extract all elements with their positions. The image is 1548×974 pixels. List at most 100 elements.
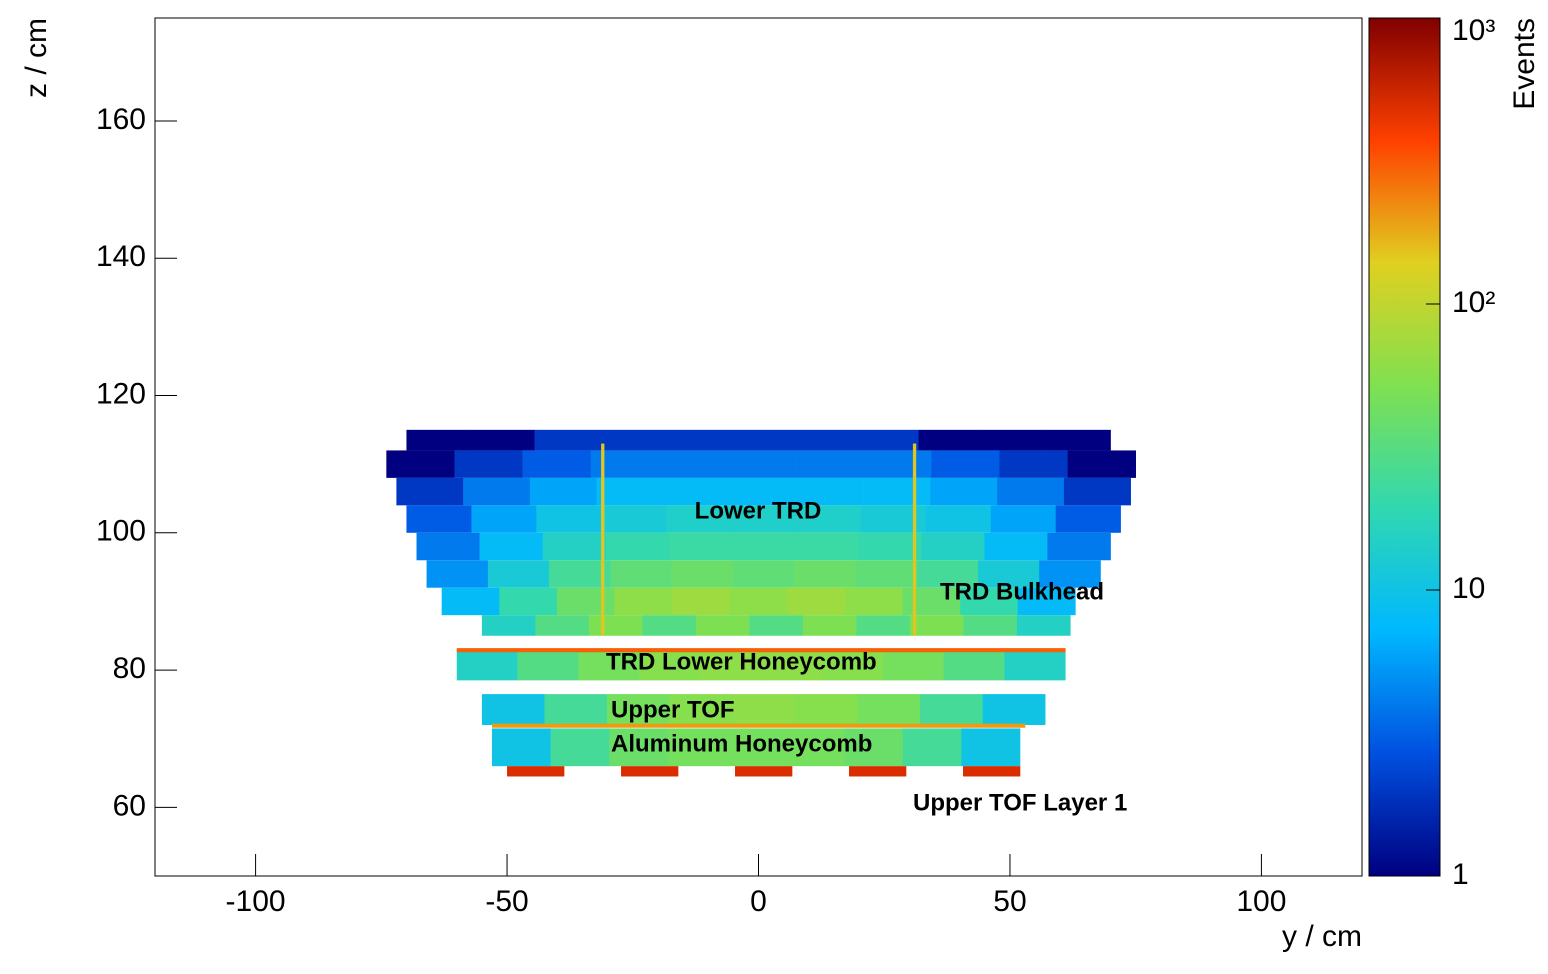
annotation: Aluminum Honeycomb bbox=[611, 730, 872, 757]
colorbar-tick-label: 1 bbox=[1452, 858, 1469, 891]
heatmap-cell bbox=[470, 429, 535, 451]
heatmap-cell bbox=[794, 694, 858, 725]
heatmap-cell bbox=[669, 694, 733, 725]
y-tick-label: 100 bbox=[96, 515, 146, 548]
heatmap-cell bbox=[700, 649, 762, 681]
x-tick-label: -50 bbox=[485, 885, 528, 918]
heatmap-cell bbox=[601, 443, 605, 636]
heatmap-cell bbox=[999, 450, 1068, 478]
heatmap-cell bbox=[882, 649, 944, 681]
heatmap-cell bbox=[481, 615, 536, 636]
heatmap-cell bbox=[785, 728, 845, 767]
heatmap-cell bbox=[607, 694, 670, 725]
heatmap-cell bbox=[729, 587, 788, 616]
heatmap-cell bbox=[749, 615, 804, 636]
heatmap-cell bbox=[902, 728, 962, 767]
heatmap-cell bbox=[396, 477, 464, 506]
heatmap-cell bbox=[491, 723, 1026, 728]
heatmap-cell bbox=[671, 560, 734, 588]
heatmap-cell bbox=[858, 532, 922, 561]
heatmap-cell bbox=[535, 615, 590, 636]
heatmap-cell bbox=[731, 505, 797, 533]
heatmap-cell bbox=[843, 728, 903, 767]
heatmap-cell bbox=[930, 477, 998, 506]
heatmap-cell bbox=[787, 587, 846, 616]
heatmap-cell bbox=[668, 532, 733, 561]
heatmap-cell bbox=[642, 615, 697, 636]
heatmap-cell bbox=[925, 505, 992, 533]
heatmap-cell bbox=[796, 477, 864, 506]
heatmap-cell bbox=[855, 560, 917, 588]
heatmap-cell bbox=[1063, 477, 1131, 506]
heatmap-cell bbox=[726, 728, 786, 767]
x-axis-label: y / cm bbox=[1282, 920, 1362, 953]
heatmap-cell bbox=[406, 505, 472, 533]
heatmap-cell bbox=[1017, 587, 1076, 616]
heatmap-cell bbox=[639, 649, 701, 681]
heatmap-cell bbox=[621, 766, 679, 777]
heatmap-cell bbox=[666, 505, 732, 533]
heatmap-cell bbox=[522, 450, 592, 478]
heatmap-cell bbox=[454, 450, 523, 478]
heatmap-cell bbox=[441, 587, 500, 616]
heatmap-cell bbox=[499, 587, 558, 616]
heatmap-cell bbox=[856, 615, 911, 636]
heatmap-cell bbox=[549, 560, 611, 588]
annotation: Upper TOF Layer 1 bbox=[913, 789, 1127, 816]
heatmap-cell bbox=[1067, 450, 1136, 478]
heatmap-cell bbox=[960, 587, 1019, 616]
heatmap-cell bbox=[695, 615, 750, 636]
heatmap-cell bbox=[590, 450, 660, 478]
heatmap-cell bbox=[491, 728, 551, 767]
heatmap-cell bbox=[479, 532, 544, 561]
y-tick-label: 60 bbox=[113, 789, 146, 822]
heatmap-cell bbox=[544, 694, 608, 725]
heatmap-cell bbox=[726, 429, 791, 451]
heatmap-cell bbox=[854, 429, 919, 451]
heatmap-cell bbox=[471, 505, 537, 533]
heatmap-cell bbox=[1016, 615, 1071, 636]
heatmap-cell bbox=[663, 477, 731, 506]
heatmap-cell bbox=[456, 649, 518, 681]
heatmap-cell bbox=[726, 450, 796, 478]
heatmap-cell bbox=[596, 477, 664, 506]
y-tick-label: 140 bbox=[96, 240, 146, 273]
heatmap-cell bbox=[662, 429, 727, 451]
heatmap-cell bbox=[610, 560, 672, 588]
heatmap-cell bbox=[912, 443, 917, 636]
heatmap-cell bbox=[1046, 429, 1111, 451]
heatmap-cell bbox=[732, 694, 796, 725]
x-tick-label: 0 bbox=[750, 885, 767, 918]
heatmap-cell bbox=[790, 429, 855, 451]
heatmap-cell bbox=[601, 505, 667, 533]
heatmap-cell bbox=[730, 477, 798, 506]
heatmap-cell bbox=[1039, 560, 1101, 588]
heatmap-cell bbox=[598, 429, 663, 451]
heatmap-cell bbox=[416, 532, 480, 561]
heatmap-cell bbox=[481, 694, 545, 725]
heatmap-cell bbox=[529, 477, 597, 506]
colorbar bbox=[1368, 17, 1441, 877]
heatmap-cell bbox=[795, 505, 862, 533]
heatmap-cell bbox=[860, 505, 927, 533]
heatmap-cell bbox=[982, 429, 1047, 451]
heatmap-cell bbox=[658, 450, 728, 478]
y-tick-label: 160 bbox=[96, 103, 146, 136]
heatmap-cell bbox=[1004, 649, 1066, 681]
colorbar-tick-label: 10² bbox=[1452, 286, 1495, 319]
heatmap-cell bbox=[963, 615, 1018, 636]
heatmap-cell bbox=[849, 766, 907, 777]
heatmap-cell bbox=[794, 560, 856, 588]
annotation: TRD Bulkhead bbox=[940, 578, 1104, 605]
heatmap-cell bbox=[984, 532, 1048, 561]
heatmap-cell bbox=[982, 694, 1046, 725]
heatmap-cell bbox=[609, 728, 669, 767]
heatmap-cell bbox=[536, 505, 602, 533]
heatmap-cell bbox=[534, 429, 599, 451]
heatmap-cell bbox=[614, 587, 673, 616]
heatmap-cell bbox=[386, 450, 455, 478]
heatmap-cell bbox=[919, 694, 983, 725]
colorbar-label: Events bbox=[1508, 18, 1541, 110]
heatmap-cell bbox=[667, 728, 727, 767]
